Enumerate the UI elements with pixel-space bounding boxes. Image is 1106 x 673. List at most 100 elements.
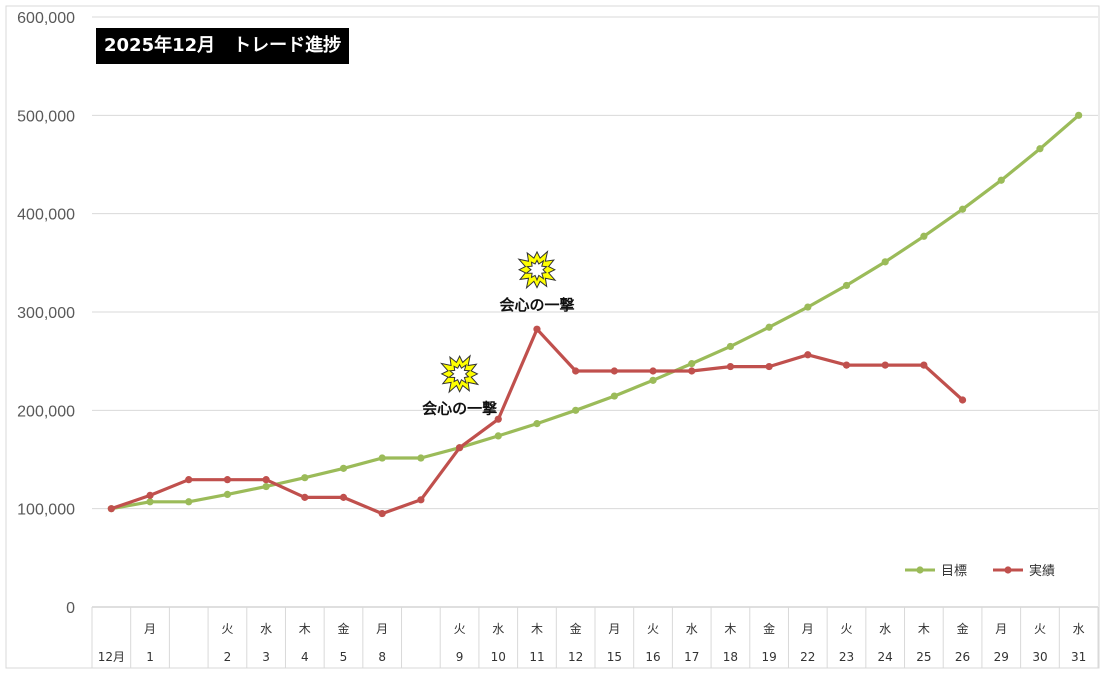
data-point xyxy=(223,476,232,484)
chart-frame xyxy=(5,5,1100,669)
y-tick-label: 400,000 xyxy=(17,207,75,224)
data-point xyxy=(494,432,502,440)
x-day-label: 31 xyxy=(1071,650,1086,664)
y-axis-tick-labels: 0 100,000 200,000 300,000 400,000 500,000 600,… xyxy=(17,10,75,617)
data-point xyxy=(881,361,889,369)
data-point xyxy=(958,205,967,213)
x-day-label: 15 xyxy=(607,650,622,664)
x-weekday-label: 木 xyxy=(724,622,736,636)
annotation-label: 会心の一撃 xyxy=(422,399,497,417)
data-point xyxy=(610,392,618,400)
legend-label: 目標 xyxy=(941,564,967,579)
data-point xyxy=(262,482,270,491)
data-point xyxy=(842,281,851,290)
y-tick-label: 500,000 xyxy=(17,108,75,125)
data-point xyxy=(726,362,735,371)
x-day-label: 4 xyxy=(301,650,309,664)
data-point xyxy=(997,176,1005,184)
data-point xyxy=(339,493,348,501)
x-day-label: 30 xyxy=(1032,650,1047,664)
data-point xyxy=(533,420,541,428)
data-point xyxy=(339,464,348,472)
data-point xyxy=(262,476,270,484)
gridlines xyxy=(92,16,1098,510)
chart-title: 2025年12月 トレード進捗 xyxy=(96,28,350,64)
x-day-label: 26 xyxy=(955,650,970,664)
data-point xyxy=(185,476,193,484)
x-weekday-label: 木 xyxy=(299,622,311,636)
x-day-label: 25 xyxy=(916,650,931,664)
data-point xyxy=(920,361,928,369)
x-weekday-label: 月 xyxy=(802,622,814,636)
x-weekday-label: 火 xyxy=(647,622,659,636)
data-point xyxy=(533,325,541,333)
x-month-label: 12月 xyxy=(98,650,125,664)
data-point xyxy=(417,496,425,504)
x-day-label: 22 xyxy=(800,650,815,664)
data-point xyxy=(765,362,773,371)
x-day-label: 12 xyxy=(568,650,583,664)
series-line xyxy=(111,114,1080,511)
data-point xyxy=(455,444,464,452)
legend: 目標 実績 xyxy=(905,563,1055,579)
legend-marker xyxy=(916,566,924,574)
y-tick-label: 100,000 xyxy=(17,502,75,519)
series xyxy=(107,111,1083,518)
data-point xyxy=(688,360,696,368)
data-point xyxy=(572,406,580,414)
x-day-label: 9 xyxy=(456,650,464,664)
x-day-label: 5 xyxy=(340,650,348,664)
y-tick-label: 300,000 xyxy=(17,305,75,322)
data-point xyxy=(185,498,193,506)
x-weekday-label: 月 xyxy=(376,622,388,636)
x-day-label: 16 xyxy=(645,650,660,664)
data-point xyxy=(920,232,928,240)
x-day-label: 19 xyxy=(761,650,776,664)
data-point xyxy=(378,509,386,518)
data-point xyxy=(301,493,309,501)
series-実績 xyxy=(107,325,967,518)
x-day-label: 17 xyxy=(684,650,699,664)
burst-center-icon xyxy=(525,259,548,282)
data-point xyxy=(301,474,309,482)
x-weekday-label: 木 xyxy=(531,622,543,636)
data-point xyxy=(842,361,851,369)
annotation-label: 会心の一撃 xyxy=(499,296,574,314)
x-axis: 12月月1火2水3木4金5月8火9水10木11金12月15火16水17木18金1… xyxy=(91,606,1099,668)
data-point xyxy=(804,351,812,359)
legend-label: 実績 xyxy=(1029,563,1055,579)
data-point xyxy=(765,323,773,331)
data-point xyxy=(881,258,889,266)
y-tick-label: 600,000 xyxy=(17,10,75,27)
legend-marker xyxy=(1004,566,1012,574)
x-day-label: 18 xyxy=(723,650,738,664)
x-day-label: 3 xyxy=(262,650,270,664)
x-weekday-label: 火 xyxy=(221,622,233,636)
y-tick-label: 0 xyxy=(66,600,75,617)
x-day-label: 2 xyxy=(224,650,232,664)
x-day-label: 11 xyxy=(529,650,544,664)
x-weekday-label: 金 xyxy=(570,621,582,636)
data-point xyxy=(649,376,657,384)
x-weekday-label: 水 xyxy=(686,622,698,636)
x-weekday-label: 火 xyxy=(840,622,852,636)
data-point xyxy=(804,303,812,311)
data-point xyxy=(572,367,580,375)
x-weekday-label: 月 xyxy=(144,622,156,636)
data-point xyxy=(107,505,115,513)
x-weekday-label: 月 xyxy=(995,622,1007,636)
data-point xyxy=(610,367,618,375)
data-point xyxy=(688,367,696,375)
data-point xyxy=(1075,111,1083,119)
data-point xyxy=(146,491,154,499)
x-weekday-label: 月 xyxy=(608,622,620,636)
x-weekday-label: 火 xyxy=(1034,622,1046,636)
x-day-label: 10 xyxy=(491,650,506,664)
x-weekday-label: 水 xyxy=(1073,622,1085,636)
x-weekday-label: 金 xyxy=(337,621,349,636)
data-point xyxy=(958,396,967,404)
x-day-label: 29 xyxy=(994,650,1009,664)
x-day-label: 24 xyxy=(878,650,893,664)
